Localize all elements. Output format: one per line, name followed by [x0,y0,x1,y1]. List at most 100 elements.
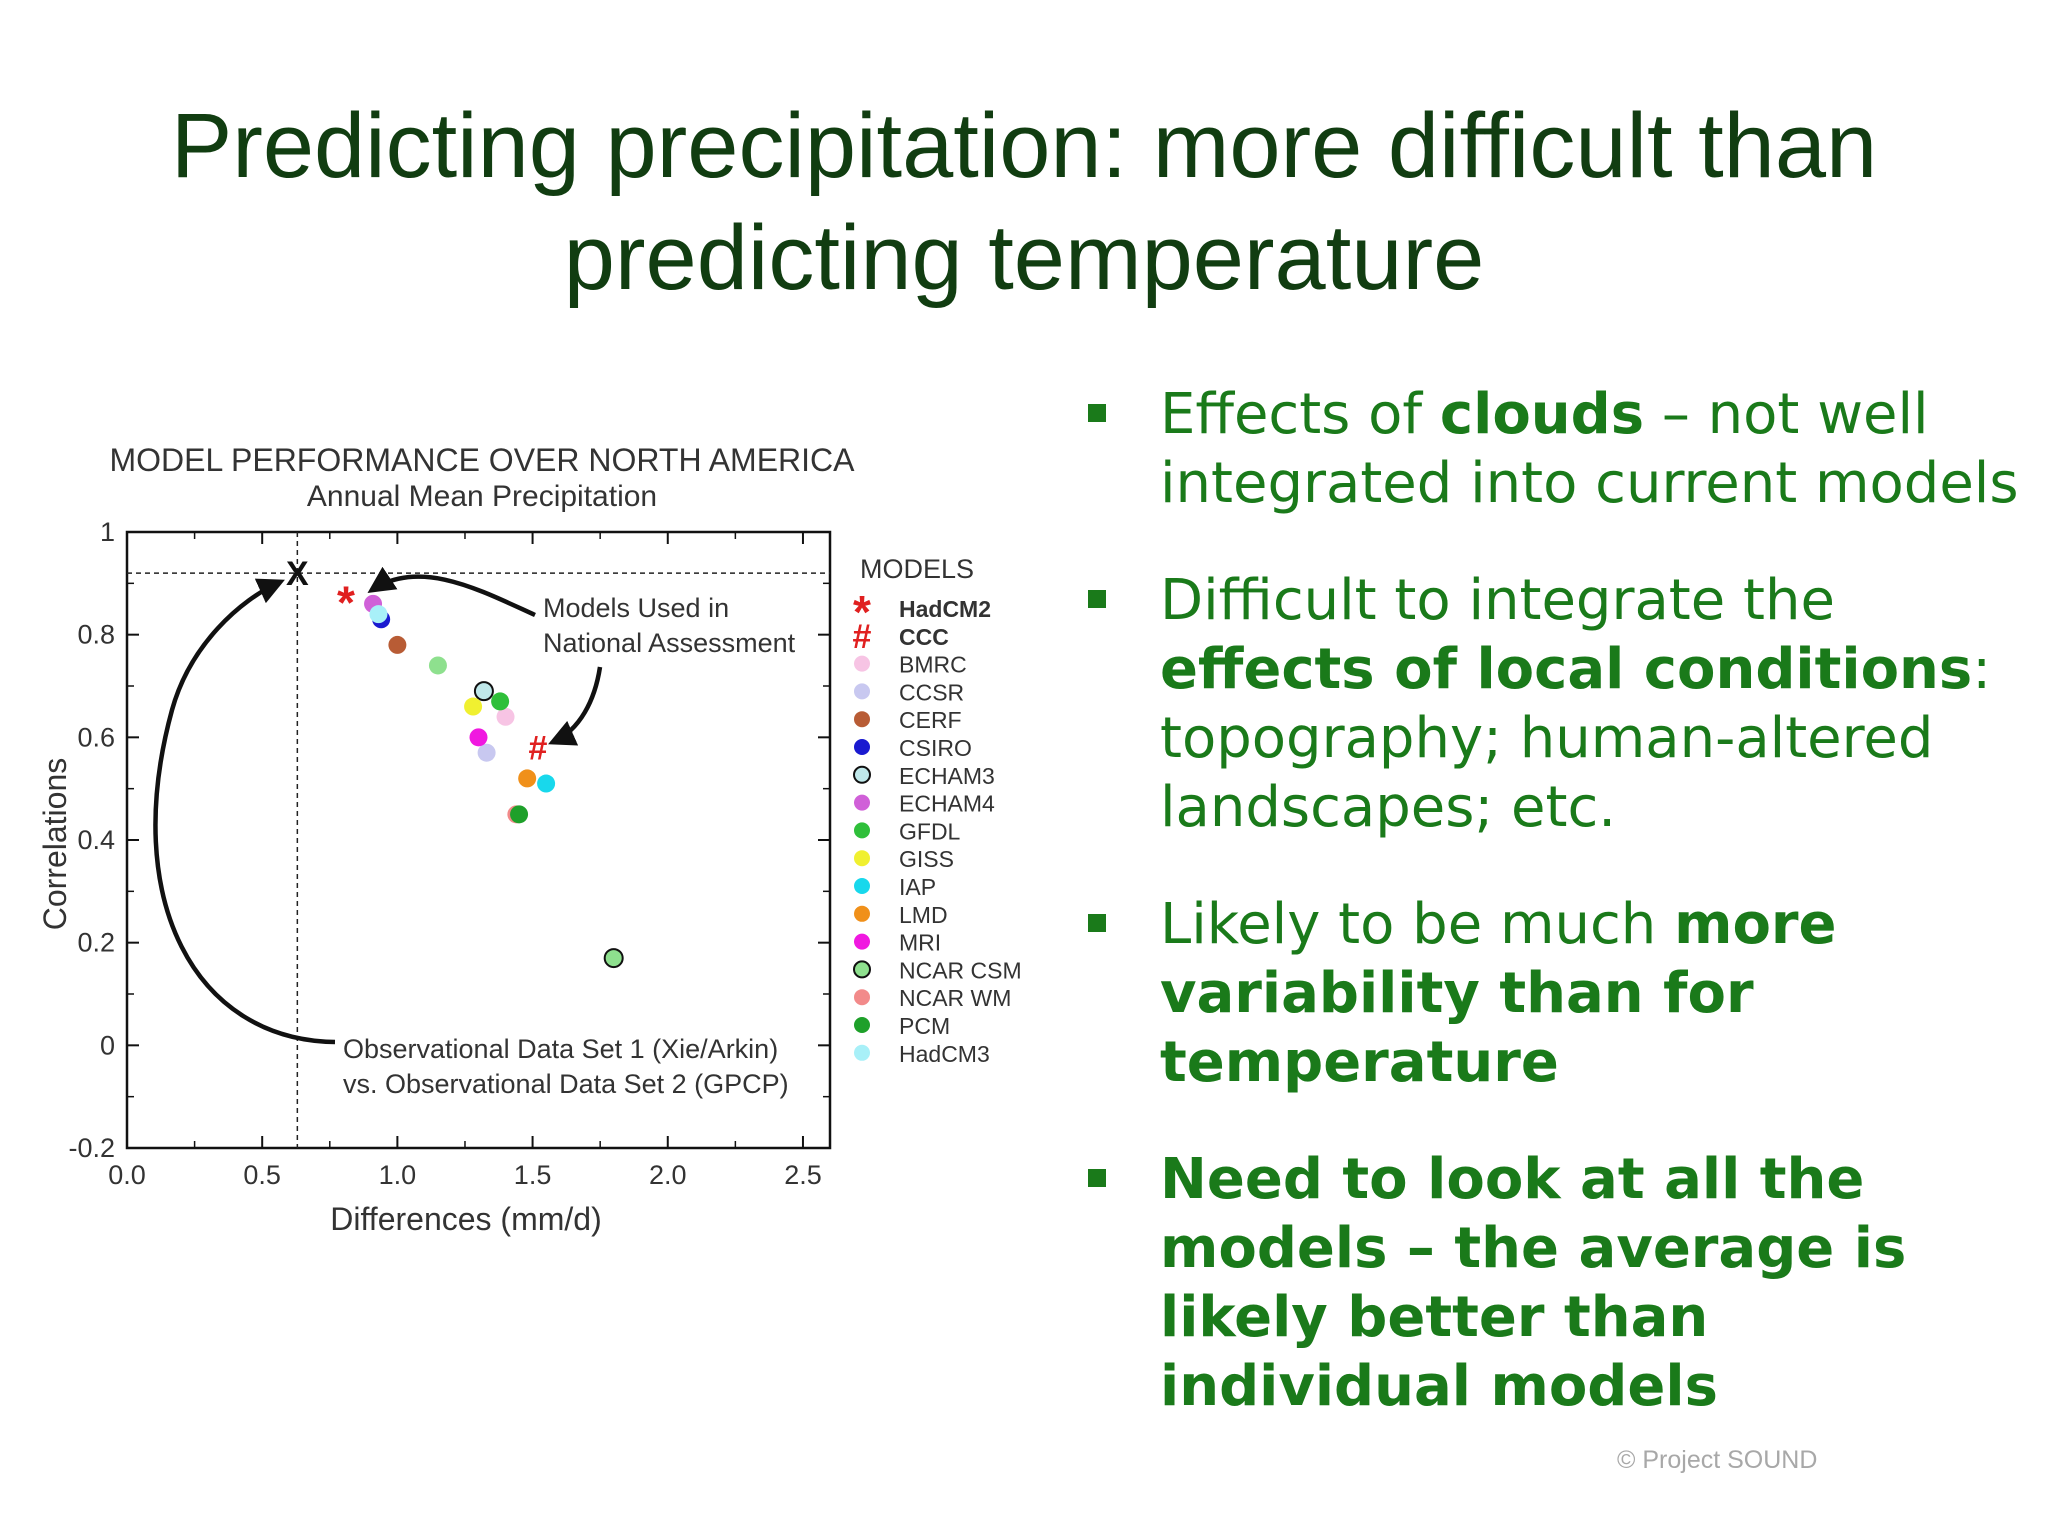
legend-label: IAP [899,874,936,900]
annotation-text: Models Used in [543,593,729,623]
x-tick-labels: 0.0 0.5 1.0 1.5 2.0 2.5 [108,1160,822,1190]
bullet-marker [1088,404,1106,422]
copyright-footer: © Project SOUND [1617,1446,1818,1474]
data-point [388,635,407,654]
scatter-chart: MODEL PERFORMANCE OVER NORTH AMERICA Ann… [37,442,1022,1237]
x-tick-label: 0.5 [243,1160,281,1190]
y-tick-label: 0.6 [77,722,115,752]
data-point [464,697,483,716]
data-point [428,656,447,675]
y-tick-label: 0.2 [77,928,115,958]
data-point [473,681,494,702]
data-points: *# [337,577,624,969]
chart-subtitle: Annual Mean Precipitation [307,480,657,513]
legend-marker: * [853,586,871,638]
legend-label: PCM [899,1013,950,1039]
plot-frame [125,530,832,1150]
reference-point-marker: X [286,555,309,593]
legend-marker [853,765,871,784]
data-point [491,692,510,711]
bullet-marker [1088,914,1106,932]
legend-marker [854,655,870,672]
legend-marker [854,989,870,1006]
bullet-text: clouds [1439,382,1645,447]
legend-marker [854,794,870,811]
data-point [369,605,388,624]
data-point [537,774,556,793]
legend-label: HadCM2 [899,596,991,622]
bullet-item: Difficult to integrate the effects of lo… [1080,566,2020,842]
legend-label: CERF [899,707,962,733]
title-line-2: predicting temperature [563,207,1485,309]
bullet-text: Need to look at all the models – the ave… [1160,1147,1907,1419]
legend-label: CCSR [899,679,964,705]
legend-marker [854,850,870,867]
bullet-item: Likely to be much more variability than … [1080,890,2020,1097]
annotation-text: National Assessment [543,628,796,658]
bullet-text: : topography; human-altered landscapes; … [1160,637,1992,840]
legend: * HadCM2 # CCCBMRCCCSRCERFCSIROECHAM3ECHAM4… [853,586,1022,1067]
annotation-text: Observational Data Set 1 (Xie/Arkin) [343,1034,778,1064]
reference-lines: X [127,532,830,1148]
bullet-text: effects of local conditions [1160,637,1973,702]
bullet-marker [1088,1169,1106,1187]
legend-label: NCAR CSM [899,957,1022,983]
legend-marker [853,960,871,979]
legend-marker [854,683,870,700]
y-tick-label: 0.4 [77,825,115,855]
legend-label: CSIRO [899,735,972,761]
legend-label: GFDL [899,818,961,844]
y-tick-label: 0 [100,1030,115,1060]
legend-title: MODELS [860,554,974,584]
data-point [603,948,624,969]
legend-marker [854,933,870,950]
annotation-arrow [153,578,336,1045]
chart-title: MODEL PERFORMANCE OVER NORTH AMERICA [110,442,856,478]
bullet-list: Effects of clouds – not well integrated … [1080,380,2020,1421]
annotation-text: vs. Observational Data Set 2 (GPCP) [343,1069,789,1099]
bullet-text: Likely to be much [1160,892,1675,957]
y-tick-label: -0.2 [68,1133,115,1163]
legend-marker [854,905,870,922]
data-point [496,707,515,726]
x-tick-label: 0.0 [108,1160,146,1190]
legend-marker [854,822,870,839]
legend-marker [854,1017,870,1033]
legend-label: ECHAM4 [899,791,995,817]
bullet-marker [1088,590,1106,608]
bullet-text: Effects of [1160,382,1440,447]
x-tick-label: 2.0 [649,1160,687,1190]
legend-marker [854,878,870,894]
legend-label: GISS [899,846,954,872]
x-tick-label: 2.5 [784,1160,822,1190]
x-tick-label: 1.5 [514,1160,552,1190]
legend-label: NCAR WM [899,985,1011,1011]
legend-label: BMRC [899,652,967,678]
y-tick-label: 1 [100,517,115,547]
title-line-1: Predicting precipitation: more difficult… [170,95,1878,197]
bullet-text: Difficult to integrate the [1160,568,1835,633]
data-point [510,805,529,824]
legend-label: ECHAM3 [899,763,995,789]
annotation-arrow [367,566,536,618]
data-point: * [337,577,355,629]
legend-marker: # [853,618,872,656]
x-axis-label: Differences (mm/d) [330,1201,601,1237]
y-tick-label: 0.8 [77,620,115,650]
bullet-text: more variability than for temperature [1160,892,1837,1095]
legend-label: HadCM3 [899,1041,990,1067]
legend-marker [854,1044,870,1061]
x-tick-label: 1.0 [379,1160,417,1190]
legend-marker [854,711,870,728]
annotation-arrow [548,666,603,746]
data-point: # [529,730,548,768]
data-point [477,743,496,762]
data-point [469,728,488,747]
y-tick-labels: -0.2 0 0.2 0.4 0.6 0.8 1 [68,517,115,1163]
slide-title: Predicting precipitation: more difficult… [0,90,2048,314]
legend-label: CCC [899,624,949,650]
data-point [518,769,537,788]
legend-marker [854,739,870,755]
legend-label: LMD [899,902,948,928]
bullet-item: Effects of clouds – not well integrated … [1080,380,2020,518]
